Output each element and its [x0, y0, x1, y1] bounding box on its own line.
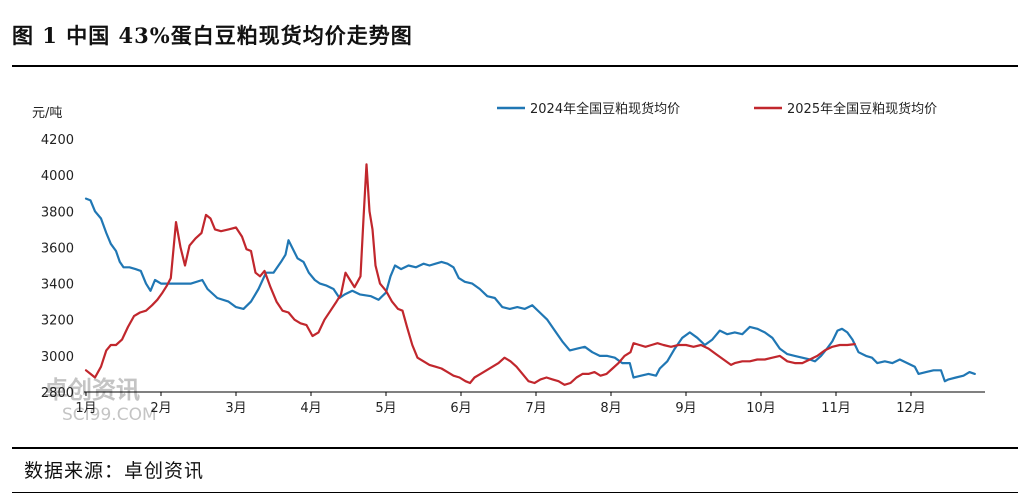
- line-chart: 卓创资讯 SCI99.COM 元/吨 2800 3000 3200 3400 3600 3…: [32, 101, 985, 425]
- y-tick-label: 2800: [41, 386, 74, 401]
- legend-label: 2024年全国豆粕现货均价: [530, 101, 680, 117]
- x-tick-label: 9月: [675, 401, 696, 416]
- watermark-subtext: SCI99.COM: [62, 405, 157, 425]
- y-tick-label: 4000: [41, 169, 74, 184]
- x-axis-ticks: 1月 2月 3月 4月 5月 6月 7月 8月 9月 10月 11月 12月: [75, 392, 926, 416]
- bottom-rule: [12, 492, 1018, 493]
- source-rule: [12, 447, 1018, 449]
- legend: 2024年全国豆粕现货均价 2025年全国豆粕现货均价: [497, 101, 937, 117]
- title-rule: [12, 65, 1018, 67]
- y-axis-ticks: 2800 3000 3200 3400 3600 3800 4000 4200: [41, 133, 74, 401]
- x-tick-label: 12月: [896, 401, 926, 416]
- x-tick-label: 4月: [300, 401, 321, 416]
- series-layer: [84, 163, 976, 386]
- y-tick-label: 3800: [41, 205, 74, 220]
- y-tick-label: 3600: [41, 241, 74, 256]
- watermark: 卓创资讯 SCI99.COM: [44, 376, 157, 425]
- y-axis-unit-label: 元/吨: [32, 106, 62, 121]
- x-tick-label: 5月: [375, 401, 396, 416]
- y-tick-label: 3000: [41, 350, 74, 365]
- y-tick-label: 4200: [41, 133, 74, 148]
- x-tick-label: 6月: [450, 401, 471, 416]
- x-tick-label: 2月: [150, 401, 171, 416]
- x-tick-label: 8月: [600, 401, 621, 416]
- x-tick-label: 7月: [525, 401, 546, 416]
- x-tick-label: 1月: [75, 401, 96, 416]
- legend-label: 2025年全国豆粕现货均价: [787, 101, 937, 117]
- data-source: 数据来源：卓创资讯: [24, 460, 205, 482]
- figure-title: 图 1 中国 43%蛋白豆粕现货均价走势图: [12, 23, 413, 48]
- x-tick-label: 3月: [225, 401, 246, 416]
- watermark-text: 卓创资讯: [44, 376, 140, 404]
- series-line-2025: [84, 163, 856, 386]
- series-line-2024: [84, 197, 976, 383]
- x-tick-label: 11月: [821, 401, 851, 416]
- x-tick-label: 10月: [746, 401, 776, 416]
- y-tick-label: 3200: [41, 314, 74, 329]
- y-tick-label: 3400: [41, 278, 74, 293]
